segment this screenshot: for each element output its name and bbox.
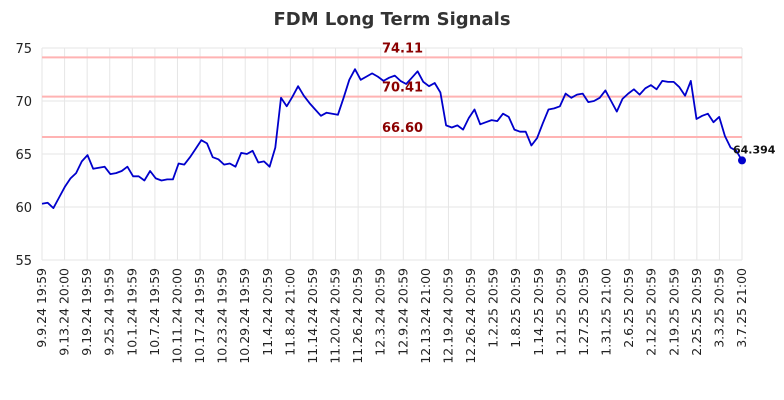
last-point-marker — [738, 156, 746, 165]
x-tick-label: 2.12.25 20:59 — [644, 268, 659, 356]
y-tick-label: 65 — [15, 148, 32, 163]
x-tick-label: 2.6.25 20:59 — [621, 268, 636, 348]
series-line — [41, 68, 743, 210]
y-tick-label: 75 — [15, 42, 32, 57]
x-tick-label: 1.2.25 20:59 — [486, 268, 501, 348]
x-tick-label: 3.3.25 20:59 — [711, 268, 726, 348]
x-tick-label: 12.26.24 20:59 — [463, 268, 478, 364]
y-tick-label: 70 — [15, 95, 32, 110]
y-tick-label: 60 — [15, 201, 32, 216]
x-tick-label: 2.25.25 20:59 — [689, 268, 704, 356]
x-tick-label: 1.31.25 21:00 — [599, 268, 614, 356]
x-tick-label: 1.27.25 20:59 — [576, 268, 591, 356]
x-tick-label: 9.9.24 19:59 — [34, 268, 49, 348]
x-tick-label: 12.3.24 20:59 — [373, 268, 388, 356]
x-tick-label: 9.13.24 20:00 — [57, 268, 72, 356]
x-tick-label: 10.7.24 19:59 — [147, 268, 162, 356]
x-tick-label: 12.19.24 20:59 — [440, 268, 455, 364]
x-tick-label: 12.13.24 21:00 — [418, 268, 433, 364]
x-tick-label: 9.19.24 19:59 — [79, 268, 94, 356]
x-tick-label: 10.17.24 19:59 — [192, 268, 207, 364]
y-tick-label: 55 — [15, 254, 32, 269]
labels-layer: 55 60 65 70 75 9.9.24 19:59 9.13.24 20:00 9.19.… — [15, 41, 775, 363]
reference-line-label: 66.60 — [382, 121, 423, 136]
x-tick-label: 3.7.25 21:00 — [734, 268, 749, 348]
x-tick-label: 10.11.24 20:00 — [169, 268, 184, 364]
x-tick-label: 9.25.24 19:59 — [102, 268, 117, 356]
grid-layer — [41, 47, 743, 261]
reference-line-label: 70.41 — [382, 81, 423, 96]
x-tick-label: 10.1.24 19:59 — [124, 268, 139, 356]
last-point-label: 64.394 — [733, 143, 776, 156]
x-tick-label: 1.21.25 20:59 — [553, 268, 568, 356]
series-layer — [41, 68, 746, 210]
x-tick-label: 11.14.24 20:59 — [305, 268, 320, 364]
chart-title: FDM Long Term Signals — [273, 9, 510, 30]
x-tick-label: 11.8.24 21:00 — [282, 268, 297, 356]
x-tick-label: 1.14.25 20:59 — [531, 268, 546, 356]
x-tick-label: 11.26.24 20:59 — [350, 268, 365, 364]
x-tick-label: 11.20.24 20:59 — [328, 268, 343, 364]
x-tick-label: 11.4.24 20:59 — [260, 268, 275, 356]
x-tick-label: 10.29.24 19:59 — [237, 268, 252, 364]
x-tick-label: 12.9.24 20:59 — [395, 268, 410, 356]
reference-line-label: 74.11 — [382, 41, 423, 56]
x-tick-label: 10.23.24 19:59 — [215, 268, 230, 364]
x-tick-label: 2.19.25 20:59 — [666, 268, 681, 356]
x-tick-label: 1.8.25 20:59 — [508, 268, 523, 348]
